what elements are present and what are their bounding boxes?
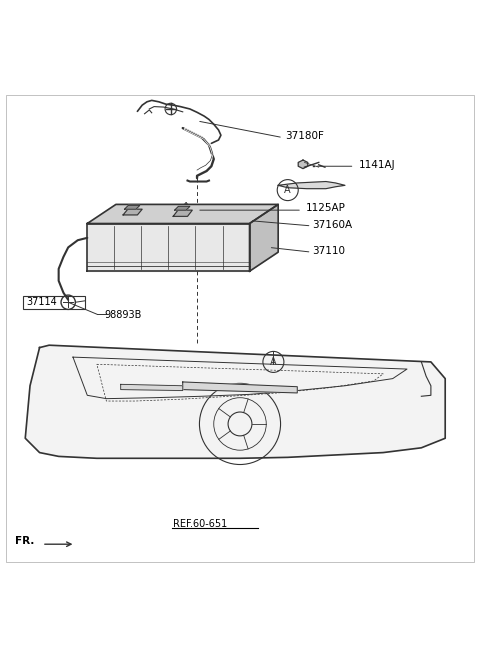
Polygon shape — [123, 209, 142, 215]
Polygon shape — [178, 216, 250, 226]
Polygon shape — [87, 223, 250, 271]
Polygon shape — [175, 206, 190, 210]
Text: 37180F: 37180F — [285, 131, 324, 141]
Polygon shape — [183, 382, 297, 393]
Polygon shape — [298, 160, 308, 169]
Text: 37160A: 37160A — [312, 220, 353, 230]
Polygon shape — [25, 345, 445, 459]
Polygon shape — [250, 204, 278, 271]
Text: FR.: FR. — [15, 536, 35, 546]
Text: REF.60-651: REF.60-651 — [173, 519, 228, 529]
Text: 37114: 37114 — [26, 297, 57, 307]
Text: 98893B: 98893B — [104, 310, 142, 320]
Polygon shape — [278, 181, 345, 189]
Text: A: A — [285, 185, 291, 195]
Polygon shape — [173, 210, 192, 216]
Polygon shape — [120, 384, 183, 390]
Text: A: A — [270, 357, 276, 367]
Polygon shape — [124, 206, 140, 209]
Polygon shape — [183, 203, 189, 212]
Text: 1125AP: 1125AP — [306, 203, 346, 214]
Text: 37110: 37110 — [312, 246, 346, 256]
Bar — [23, 296, 85, 309]
Text: 1141AJ: 1141AJ — [359, 160, 395, 170]
Polygon shape — [87, 204, 278, 223]
